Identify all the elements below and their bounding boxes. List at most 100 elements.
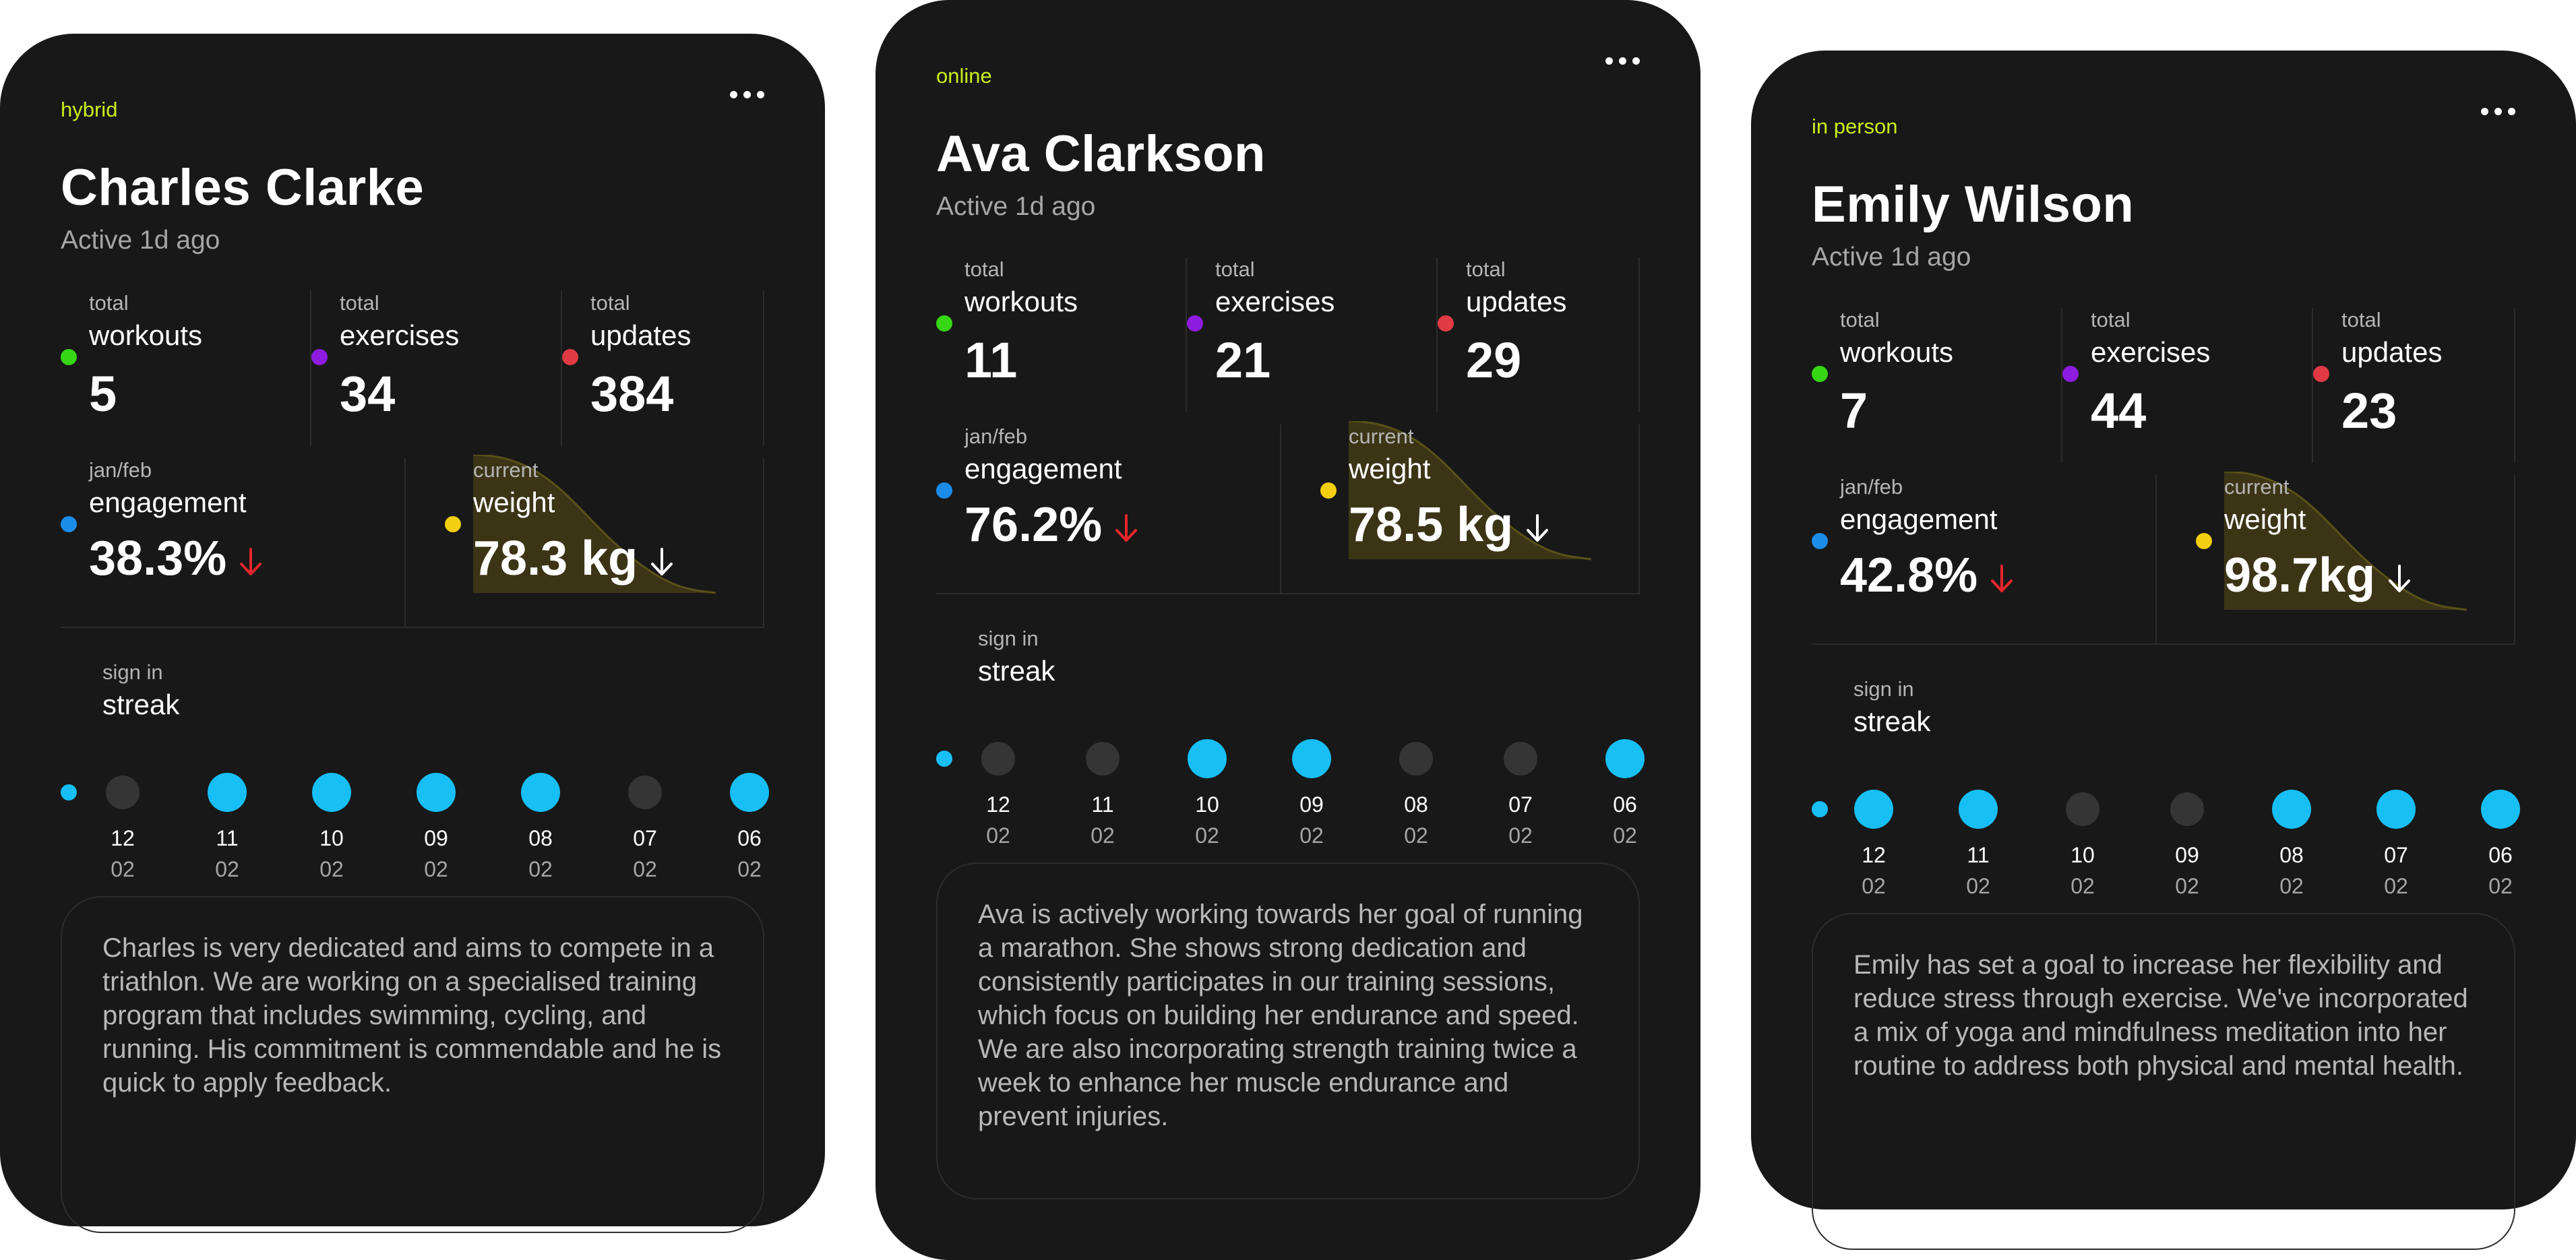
arrow-down-icon — [2389, 564, 2411, 592]
streak-month: 02 — [986, 823, 1010, 848]
stat-value: 384 — [590, 366, 674, 422]
weight-label: weight — [2224, 503, 2306, 535]
streak-month: 02 — [1862, 874, 1886, 898]
weight-value-wrap: 98.7kg — [2224, 548, 2413, 603]
session-mode: in person — [1812, 115, 1898, 138]
stat-sub: total — [1215, 257, 1255, 281]
engagement-stat: jan/feb engagement 76.2% — [936, 424, 1281, 593]
coach-notes: Ava is actively working towards her goal… — [936, 862, 1640, 1199]
weight-sub: current — [2224, 475, 2290, 499]
streak-day-number: 12 — [986, 792, 1010, 817]
weight-dot-icon — [2196, 533, 2212, 549]
more-options-icon[interactable] — [1605, 57, 1640, 65]
active-status: Active 1d ago — [61, 226, 220, 255]
streak-indicator — [106, 776, 140, 809]
streak-month: 02 — [528, 857, 553, 881]
streak-days: 12 02 11 02 10 02 09 02 08 02 07 02 06 02 — [978, 728, 1645, 848]
streak-day-number: 11 — [216, 826, 239, 850]
weight-dot-icon — [1320, 482, 1337, 499]
stat-sub: total — [2341, 308, 2381, 332]
streak-month: 02 — [2279, 874, 2304, 898]
weight-value-wrap: 78.3 kg — [473, 531, 675, 586]
more-options-icon[interactable] — [2481, 108, 2515, 115]
sign-in-streak: sign in streak 12 02 11 02 10 02 09 02 08 02 … — [936, 627, 1645, 848]
streak-indicator — [1399, 742, 1433, 776]
more-options-icon[interactable] — [730, 91, 764, 98]
streak-day-number: 10 — [2071, 843, 2095, 867]
stat-updates: total updates 384 — [562, 291, 764, 446]
streak-month: 02 — [1966, 874, 1990, 898]
streak-month: 02 — [319, 857, 344, 881]
streak-month: 02 — [1404, 823, 1428, 848]
streak-indicator — [312, 773, 351, 812]
streak-indicator — [1086, 742, 1120, 776]
streak-month: 02 — [2384, 874, 2408, 898]
exercises-dot-icon — [311, 349, 328, 365]
streak-month: 02 — [424, 857, 448, 881]
metrics-row: jan/feb engagement 42.8% current weight … — [1812, 472, 2515, 645]
workouts-dot-icon — [1812, 366, 1828, 382]
stat-exercises: total exercises 34 — [311, 291, 562, 446]
arrow-down-icon — [651, 547, 673, 575]
stat-value: 29 — [1466, 332, 1522, 388]
streak-day-number: 08 — [1404, 792, 1428, 817]
stat-sub: total — [340, 291, 379, 315]
engagement-sub: jan/feb — [1840, 475, 1903, 499]
weight-label: weight — [1349, 453, 1431, 484]
streak-day-number: 06 — [2488, 843, 2513, 867]
streak-month: 02 — [2071, 874, 2095, 898]
stat-label: updates — [590, 319, 692, 351]
streak-month: 02 — [2488, 874, 2513, 898]
stat-updates: total updates 23 — [2313, 308, 2515, 463]
weight-trend-curve — [473, 455, 716, 594]
streak-label: streak — [1853, 705, 1931, 737]
stat-sub: total — [2091, 308, 2130, 332]
updates-dot-icon — [2313, 366, 2329, 382]
stat-value: 21 — [1215, 332, 1271, 388]
streak-indicator — [1504, 742, 1537, 776]
updates-dot-icon — [1438, 315, 1454, 332]
streak-label: streak — [978, 655, 1055, 687]
streak-day-number: 09 — [1299, 792, 1324, 817]
engagement-value-wrap: 42.8% — [1840, 548, 2015, 603]
sign-in-streak: sign in streak 12 02 11 02 10 02 09 02 08 02 … — [1812, 677, 2520, 898]
streak-indicator — [2376, 790, 2416, 829]
coach-notes: Emily has set a goal to increase her fle… — [1812, 913, 2515, 1250]
stat-value: 44 — [2091, 383, 2147, 439]
streak-month: 02 — [1299, 823, 1324, 848]
stat-workouts: total workouts 11 — [936, 257, 1187, 412]
engagement-label: engagement — [89, 486, 247, 518]
engagement-value-wrap: 76.2% — [964, 497, 1140, 553]
stat-label: exercises — [1215, 286, 1335, 317]
streak-dot-icon — [61, 784, 77, 800]
streak-indicator — [2170, 792, 2204, 826]
stat-sub: total — [1466, 257, 1506, 281]
engagement-value: 38.3% — [89, 532, 227, 586]
weight-value: 78.3 kg — [473, 532, 638, 586]
streak-indicator — [1854, 790, 1893, 829]
totals-row: total workouts 5 total exercises 34 tota… — [61, 291, 764, 446]
streak-sub: sign in — [102, 660, 163, 684]
active-status: Active 1d ago — [1812, 243, 1971, 272]
streak-day-number: 12 — [111, 826, 135, 850]
stat-value: 7 — [1840, 383, 1868, 439]
arrow-down-icon — [1991, 564, 2013, 592]
stat-sub: total — [89, 291, 129, 315]
weight-value: 98.7kg — [2224, 548, 2376, 602]
stat-label: workouts — [1840, 336, 1954, 368]
arrow-down-icon — [1527, 513, 1549, 542]
streak-day-number: 09 — [2175, 843, 2199, 867]
streak-day-number: 11 — [1091, 792, 1114, 817]
arrow-down-icon — [240, 547, 262, 575]
workouts-dot-icon — [936, 315, 952, 332]
totals-row: total workouts 11 total exercises 21 tot… — [936, 257, 1640, 412]
streak-label: streak — [102, 689, 180, 720]
totals-row: total workouts 7 total exercises 44 tota… — [1812, 308, 2515, 463]
client-card: online Ava Clarkson Active 1d ago total … — [876, 0, 1700, 1260]
weight-label: weight — [473, 486, 555, 518]
weight-stat: current weight 98.7kg — [2157, 472, 2515, 643]
streak-indicator — [1959, 790, 1998, 829]
streak-indicator — [2066, 792, 2099, 826]
stat-exercises: total exercises 44 — [2062, 308, 2313, 463]
weight-dot-icon — [445, 516, 461, 532]
